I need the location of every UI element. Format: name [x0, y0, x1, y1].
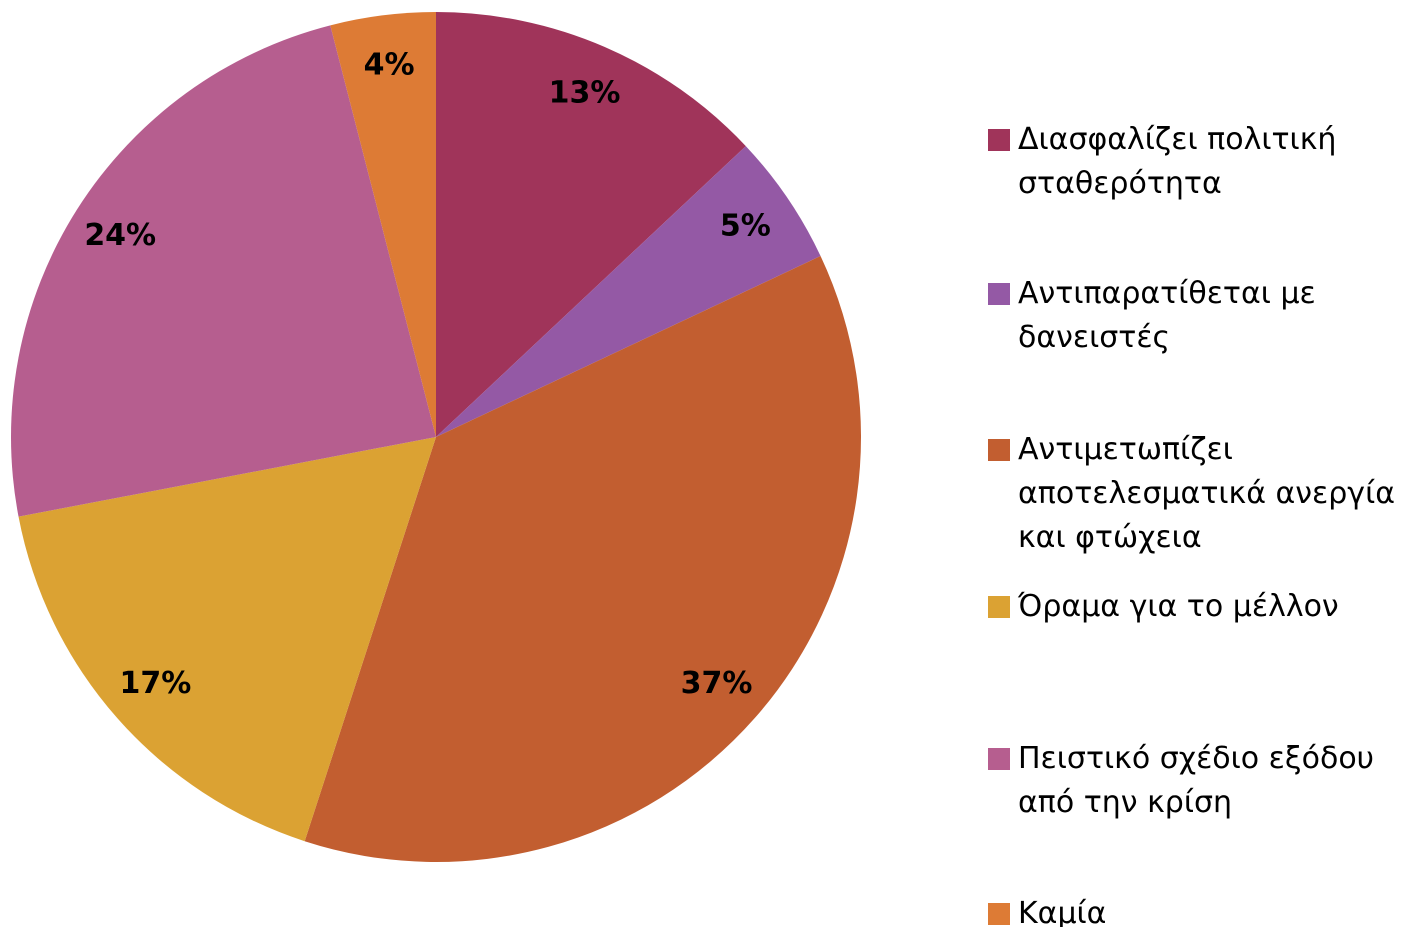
legend-swatch	[988, 283, 1010, 305]
legend-label: Όραμα για το μέλλον	[1018, 589, 1339, 624]
pie-slice	[330, 12, 436, 437]
legend-swatch	[988, 903, 1010, 925]
pie-slice	[436, 146, 821, 437]
legend-item: Καμία	[988, 892, 1408, 927]
legend-item: Πειστικό σχέδιο εξόδου από την κρίση	[988, 737, 1408, 825]
legend-item: Διασφαλίζει πολιτική σταθερότητα	[988, 118, 1408, 206]
legend-label: Διασφαλίζει πολιτική σταθερότητα	[1018, 122, 1337, 201]
legend-swatch	[988, 439, 1010, 461]
legend-label: Αντιμετωπίζει αποτελεσματικά ανεργία και…	[1018, 432, 1395, 555]
pie-slice	[304, 256, 861, 862]
pie-slice	[436, 12, 746, 437]
data-label: 17%	[120, 666, 192, 701]
legend-item: Όραμα για το μέλλον	[988, 585, 1408, 629]
legend-label: Αντιπαρατίθεται με δανειστές	[1018, 276, 1316, 355]
legend-swatch	[988, 129, 1010, 151]
legend-swatch	[988, 596, 1010, 618]
data-label: 13%	[549, 75, 621, 110]
pie-slice	[18, 437, 436, 842]
legend-swatch	[988, 748, 1010, 770]
data-label: 24%	[84, 218, 156, 253]
pie-slice	[10, 25, 437, 517]
data-label: 37%	[681, 666, 753, 701]
data-label: 4%	[364, 47, 415, 82]
legend-label: Πειστικό σχέδιο εξόδου από την κρίση	[1018, 741, 1375, 820]
data-label: 5%	[720, 208, 771, 243]
legend-label: Καμία	[1018, 896, 1107, 927]
legend-item: Αντιπαρατίθεται με δανειστές	[988, 272, 1408, 360]
legend-item: Αντιμετωπίζει αποτελεσματικά ανεργία και…	[988, 428, 1408, 560]
